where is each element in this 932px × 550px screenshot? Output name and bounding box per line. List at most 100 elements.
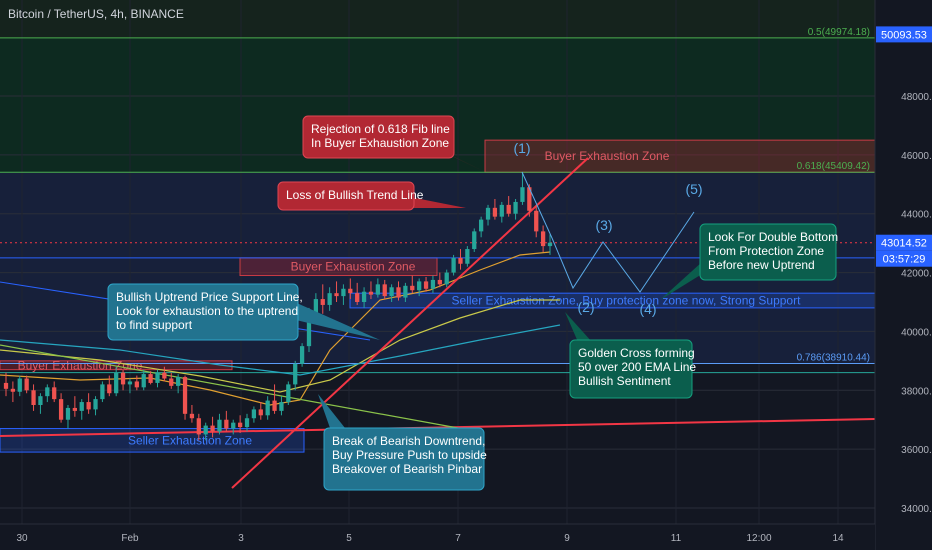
candle-body xyxy=(458,257,463,264)
candle[interactable] xyxy=(189,405,195,423)
candle[interactable] xyxy=(403,282,408,302)
candle-body xyxy=(513,201,518,214)
candle[interactable] xyxy=(492,199,498,220)
candle[interactable] xyxy=(348,278,353,300)
candle[interactable] xyxy=(382,279,387,300)
callout-double-bottom: Look For Double Bottom From Protection Zo… xyxy=(660,223,838,300)
candle[interactable] xyxy=(472,228,477,252)
candle[interactable] xyxy=(299,343,305,367)
candle[interactable] xyxy=(93,396,98,416)
candle[interactable] xyxy=(24,375,29,394)
candle-body xyxy=(148,374,153,383)
price-badge-label: 50093.53 xyxy=(881,29,927,41)
candle[interactable] xyxy=(182,375,188,420)
candle[interactable] xyxy=(148,371,153,385)
candle[interactable] xyxy=(368,281,374,300)
candle-body xyxy=(430,279,436,289)
candle[interactable] xyxy=(389,284,394,302)
candle[interactable] xyxy=(520,172,525,205)
candle-body xyxy=(120,372,126,385)
candle[interactable] xyxy=(465,246,470,267)
time-axis-tick-label: 5 xyxy=(346,533,352,544)
candle[interactable] xyxy=(334,281,339,302)
candle[interactable] xyxy=(513,199,518,220)
candle[interactable] xyxy=(58,393,64,423)
candle[interactable] xyxy=(327,287,332,311)
candle[interactable] xyxy=(107,375,112,397)
candle[interactable] xyxy=(52,381,57,403)
candle[interactable] xyxy=(17,375,22,397)
candle[interactable] xyxy=(251,406,257,423)
candle[interactable] xyxy=(485,204,491,226)
candle-body xyxy=(86,402,91,410)
candle[interactable] xyxy=(141,369,146,391)
candle[interactable] xyxy=(169,372,174,389)
candle[interactable] xyxy=(244,413,250,432)
candle[interactable] xyxy=(3,372,9,397)
candle[interactable] xyxy=(451,254,456,276)
candle[interactable] xyxy=(196,413,201,441)
candle[interactable] xyxy=(540,225,546,252)
candle-body xyxy=(368,291,374,295)
candle[interactable] xyxy=(293,360,298,391)
candle[interactable] xyxy=(279,396,284,416)
candle[interactable] xyxy=(499,201,504,223)
candle-body xyxy=(162,372,167,379)
candle[interactable] xyxy=(127,378,133,394)
candle[interactable] xyxy=(375,278,380,298)
candle[interactable] xyxy=(423,276,429,292)
candle[interactable] xyxy=(155,369,160,388)
candle[interactable] xyxy=(231,419,236,435)
time-axis-panel xyxy=(0,524,875,550)
candle[interactable] xyxy=(396,281,401,301)
price-axis-panel xyxy=(875,0,932,550)
candle[interactable] xyxy=(258,402,263,420)
candle[interactable] xyxy=(437,272,442,288)
candle[interactable] xyxy=(430,275,436,294)
candle[interactable] xyxy=(45,384,50,403)
candle[interactable] xyxy=(272,384,277,414)
candle[interactable] xyxy=(114,366,119,397)
candle-body xyxy=(361,291,367,302)
candle[interactable] xyxy=(38,393,43,414)
candle[interactable] xyxy=(341,284,346,305)
candle[interactable] xyxy=(134,375,139,391)
candle[interactable] xyxy=(417,278,422,297)
candle[interactable] xyxy=(86,393,91,414)
callout-trend-loss: Loss of Bullish Trend Line xyxy=(277,181,466,211)
candle[interactable] xyxy=(224,410,229,432)
candle[interactable] xyxy=(479,216,484,238)
candle[interactable] xyxy=(534,204,539,238)
candle[interactable] xyxy=(79,399,84,420)
candle[interactable] xyxy=(100,381,105,403)
candle[interactable] xyxy=(120,369,126,391)
candle[interactable] xyxy=(410,275,415,294)
candle[interactable] xyxy=(10,381,16,403)
candle[interactable] xyxy=(203,422,208,441)
candle[interactable] xyxy=(176,374,181,394)
candle[interactable] xyxy=(444,269,449,288)
candle[interactable] xyxy=(217,413,222,435)
candle[interactable] xyxy=(547,234,553,255)
candle[interactable] xyxy=(237,415,243,433)
candle[interactable] xyxy=(210,416,215,438)
candle[interactable] xyxy=(320,284,325,314)
zone-label: Seller Exhaustion Zone xyxy=(128,433,252,447)
candle[interactable] xyxy=(506,196,511,217)
candle[interactable] xyxy=(286,381,291,405)
candle[interactable] xyxy=(162,366,167,382)
candle[interactable] xyxy=(527,184,532,217)
callout-uptrend-support: Bullish Uptrend Price Support Line, Look … xyxy=(107,283,380,341)
candle[interactable] xyxy=(355,282,360,305)
candle[interactable] xyxy=(458,249,463,270)
callout-line: Breakover of Bearish Pinbar xyxy=(332,462,482,476)
candle[interactable] xyxy=(361,287,367,308)
candle[interactable] xyxy=(72,396,77,417)
candle[interactable] xyxy=(31,384,36,411)
fib-level-label: 0.5(49974.18) xyxy=(808,27,870,38)
candle[interactable] xyxy=(265,396,270,420)
candle[interactable] xyxy=(65,405,71,429)
candle-body xyxy=(313,299,319,314)
